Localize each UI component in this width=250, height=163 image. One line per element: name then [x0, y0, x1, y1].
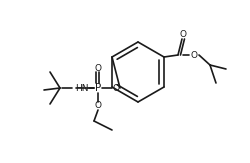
- Text: O: O: [112, 83, 119, 92]
- Text: O: O: [190, 51, 197, 59]
- Text: P: P: [94, 83, 101, 93]
- Text: O: O: [94, 102, 101, 111]
- Text: O: O: [94, 64, 101, 73]
- Text: O: O: [179, 30, 186, 38]
- Text: HN: HN: [75, 83, 88, 92]
